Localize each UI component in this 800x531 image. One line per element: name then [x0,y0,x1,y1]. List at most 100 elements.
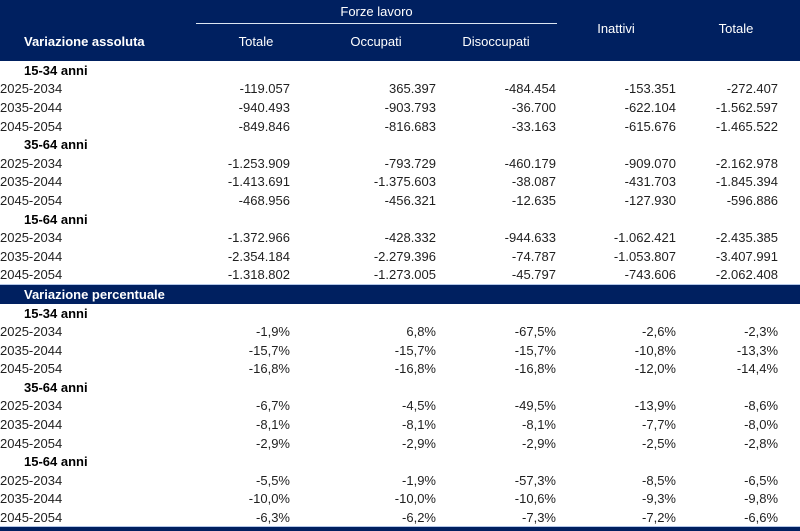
value-cell: -127.930 [624,192,676,208]
col-header-inattivi: Inattivi [597,21,635,36]
value-cell: -2,8% [744,435,779,451]
section-header-row: 15-64 anni [0,452,800,471]
value-cell: -2.354.184 [227,248,290,264]
value-cell: -6,6% [744,510,779,526]
value-cell: -909.070 [624,155,676,171]
value-cell: -1.372.966 [227,230,290,246]
value-cell: -2,5% [642,435,676,451]
value-cell: -38.087 [511,174,556,190]
table-row: 2035-2044 -2.354.184 -2.279.396 -74.787 -1.0… [0,247,800,266]
value-cell: -10,8% [634,342,676,358]
value-cell: 365.397 [389,81,436,97]
table-row: 2035-2044 -1.413.691 -1.375.603 -38.087 -431… [0,173,800,192]
value-cell: -793.729 [384,155,436,171]
value-cell: -2,3% [744,324,779,340]
section-label: 15-64 anni [24,211,88,227]
row-label: 2035-2044 [0,342,63,358]
row-label: 2035-2044 [0,248,63,264]
value-cell: -14,4% [736,361,779,377]
value-cell: -431.703 [624,174,676,190]
value-cell: -153.351 [624,81,676,97]
panel-title-row: Variazione percentuale [0,284,800,304]
row-label: 2025-2034 [0,398,63,414]
value-cell: -2.435.385 [715,230,779,246]
table-row: 2035-2044 -10,0% -10,0% -10,6% -9,3% -9,8% [0,490,800,509]
value-cell: -1.053.807 [613,248,676,264]
value-cell: -849.846 [238,118,290,134]
table-row: 2025-2034 -119.057 365.397 -484.454 -153.351… [0,80,800,99]
table-row: 2035-2044 -8,1% -8,1% -8,1% -7,7% -8,0% [0,415,800,434]
row-label: 2035-2044 [0,491,63,507]
value-cell: -1.562.597 [715,99,779,115]
value-cell: -49,5% [514,398,556,414]
value-cell: -13,3% [736,342,779,358]
col-header-totale: Totale [718,21,754,36]
table-row: 2045-2054 -468.956 -456.321 -12.635 -127.930… [0,191,800,210]
section-header-row: 35-64 anni [0,378,800,397]
section-label: 15-34 anni [24,62,88,78]
value-cell: -8,1% [402,417,436,433]
value-cell: -468.956 [238,192,290,208]
value-cell: -10,0% [394,491,436,507]
row-label: 2025-2034 [0,472,63,488]
value-cell: -6,5% [744,472,779,488]
value-cell: -9,8% [744,491,779,507]
section-label: 15-64 anni [24,454,88,470]
value-cell: -460.179 [504,155,556,171]
value-cell: -484.454 [504,81,556,97]
panel-title-variazione-percentuale: Variazione percentuale [0,284,800,304]
value-cell: -1.465.522 [715,118,779,134]
value-cell: -816.683 [384,118,436,134]
value-cell: -6,3% [256,510,290,526]
value-cell: -10,0% [248,491,290,507]
value-cell: -6,2% [402,510,436,526]
value-cell: -940.493 [238,99,290,115]
value-cell: -1.413.691 [227,174,290,190]
value-cell: -1.375.603 [373,174,436,190]
value-cell: -36.700 [511,99,556,115]
value-cell: -2.162.978 [715,155,779,171]
row-label: 2045-2054 [0,192,63,208]
value-cell: -2,6% [642,324,676,340]
value-cell: -16,8% [514,361,556,377]
value-cell: -15,7% [248,342,290,358]
row-label: 2035-2044 [0,174,63,190]
forze-lavoro-group-header: Forze lavoro [340,4,413,19]
value-cell: 6,8% [406,324,436,340]
row-label: 2035-2044 [0,99,63,115]
value-cell: -1,9% [256,324,290,340]
value-cell: -12.635 [511,192,556,208]
section-header-row: 15-34 anni [0,61,800,80]
value-cell: -8,0% [744,417,779,433]
table-row: 2045-2054 -6,3% -6,2% -7,3% -7,2% -6,6% [0,508,800,527]
value-cell: -1.273.005 [373,267,436,283]
value-cell: -13,9% [634,398,676,414]
table-row: 2025-2034 -1.253.909 -793.729 -460.179 -909.… [0,154,800,173]
value-cell: -16,8% [248,361,290,377]
value-cell: -2,9% [402,435,436,451]
forze-lavoro-underline [196,23,557,24]
value-cell: -1.253.909 [227,155,290,171]
value-cell: -272.407 [726,81,779,97]
value-cell: -1,9% [402,472,436,488]
table-row: 2045-2054 -1.318.802 -1.273.005 -45.797 -743… [0,266,800,285]
value-cell: -6,7% [256,398,290,414]
col-header-forze-totale: Totale [238,34,274,49]
value-cell: -12,0% [634,361,676,377]
table-row: 2045-2054 -849.846 -816.683 -33.163 -615.676… [0,117,800,136]
value-cell: -743.606 [624,267,676,283]
value-cell: -15,7% [514,342,556,358]
table-row: 2045-2054 -2,9% -2,9% -2,9% -2,5% -2,8% [0,434,800,453]
row-label: 2045-2054 [0,118,63,134]
section-label: 15-34 anni [24,305,88,321]
value-cell: -45.797 [511,267,556,283]
value-cell: -16,8% [394,361,436,377]
value-cell: -8,1% [522,417,556,433]
section-label: 35-64 anni [24,137,88,153]
value-cell: -4,5% [402,398,436,414]
section-label: 35-64 anni [24,379,88,395]
value-cell: -33.163 [511,118,556,134]
section-header-row: 15-64 anni [0,210,800,229]
value-cell: -7,3% [522,510,556,526]
panel-title-variazione-assoluta: Variazione assoluta [24,34,145,49]
